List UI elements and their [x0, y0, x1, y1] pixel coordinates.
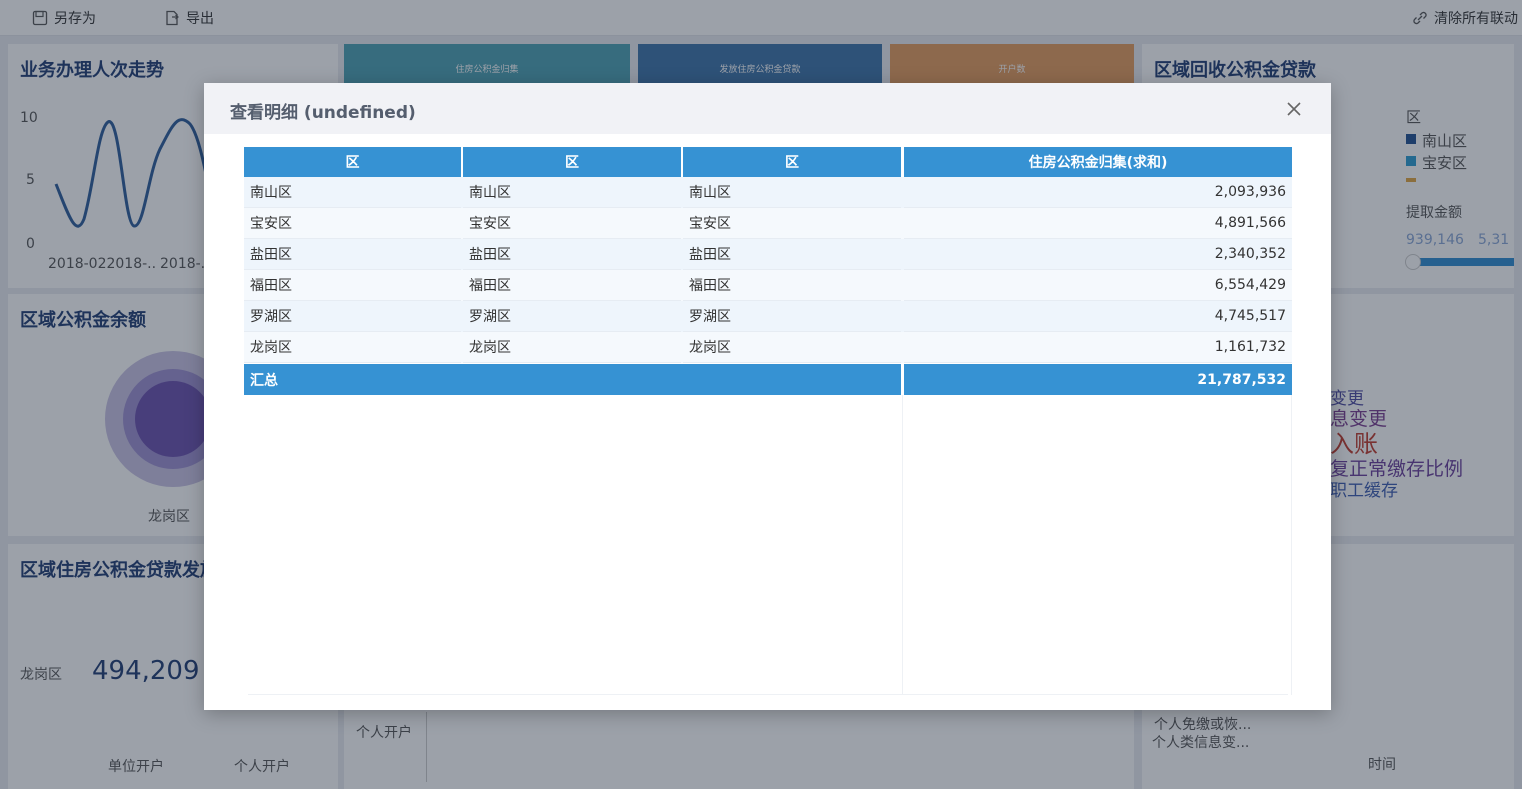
trend-ytick: 10 [20, 110, 38, 126]
summary-row: 汇总 21,787,532 [244, 364, 1292, 395]
save-as-label: 另存为 [54, 11, 96, 27]
trend-xlabel: 2018-.. [160, 256, 210, 272]
table-cell: 2,093,936 [904, 177, 1292, 208]
word: 复正常缴存比例 [1330, 458, 1464, 480]
recover-title: 区域回收公积金贷款 [1154, 60, 1316, 81]
word: 入账 [1330, 430, 1378, 458]
recover-range-max: 5,31 [1478, 232, 1510, 248]
legend-swatch [1406, 156, 1416, 166]
recover-range-label: 提取金额 [1406, 205, 1462, 221]
loan-col: 单位开户 [108, 759, 164, 775]
column-header[interactable]: 区 [683, 147, 901, 177]
trend-line [54, 118, 210, 228]
balance-caption: 龙岗区 [148, 509, 190, 525]
close-icon[interactable] [1284, 99, 1304, 119]
word: 职工缓存 [1330, 481, 1398, 501]
legend-label: 宝安区 [1422, 154, 1468, 172]
recover-range-min: 939,146 [1406, 232, 1464, 248]
table-row: 南山区 南山区 南山区 2,093,936 [244, 177, 1292, 208]
table-cell: 盐田区 [244, 239, 461, 270]
clear-links-label: 清除所有联动 [1434, 11, 1518, 27]
heat-ylabel: 个人免缴或恢... [1154, 717, 1252, 733]
axis-line [426, 712, 427, 782]
table-cell: 2,340,352 [904, 239, 1292, 270]
legend-label: 南山区 [1422, 132, 1468, 150]
table-row: 福田区 福田区 福田区 6,554,429 [244, 270, 1292, 301]
table-cell: 罗湖区 [683, 301, 901, 332]
table-row: 龙岗区 龙岗区 龙岗区 1,161,732 [244, 332, 1292, 363]
table-cell: 盐田区 [683, 239, 901, 270]
table-cell: 宝安区 [683, 208, 901, 239]
word: 变更 [1330, 389, 1364, 409]
table-cell: 南山区 [683, 177, 901, 208]
column-header[interactable]: 区 [244, 147, 461, 177]
table-cell: 南山区 [244, 177, 461, 208]
table-cell: 龙岗区 [463, 332, 681, 363]
trend-title: 业务办理人次走势 [20, 60, 164, 81]
table-cell: 4,745,517 [904, 301, 1292, 332]
toolbar: 另存为 导出 清除所有联动 [0, 0, 1522, 36]
range-slider-handle[interactable] [1405, 254, 1421, 270]
table-cell: 罗湖区 [244, 301, 461, 332]
modal-title: 查看明细 (undefined) [230, 103, 416, 123]
recover-legend-title: 区 [1406, 108, 1422, 126]
trend-xlabel: 2018-022018-.. [48, 256, 157, 272]
legend-swatch [1406, 178, 1416, 182]
open-row-label: 个人开户 [356, 725, 412, 741]
kpi-tile-housing-fund[interactable]: 住房公积金归集 [344, 44, 630, 84]
detail-modal: 查看明细 (undefined) 区 区 区 住房公积金归集(求和) 南山区 南… [204, 83, 1331, 710]
kpi-tile-label: 发放住房公积金贷款 [719, 65, 801, 75]
trend-ytick: 5 [26, 172, 35, 188]
column-header[interactable]: 区 [463, 147, 681, 177]
loan-row-label: 龙岗区 [20, 667, 62, 683]
save-icon [32, 10, 48, 26]
word: 息变更 [1330, 408, 1388, 430]
clear-links-button[interactable]: 清除所有联动 [1412, 8, 1518, 28]
table-cell: 1,161,732 [904, 332, 1292, 363]
column-header[interactable]: 住房公积金归集(求和) [904, 147, 1292, 177]
table-row: 罗湖区 罗湖区 罗湖区 4,745,517 [244, 301, 1292, 332]
kpi-tile-loan[interactable]: 发放住房公积金贷款 [638, 44, 882, 84]
table-cell: 福田区 [683, 270, 901, 301]
legend-swatch [1406, 134, 1416, 144]
export-button[interactable]: 导出 [164, 8, 214, 28]
trend-ytick: 0 [26, 236, 35, 252]
table-cell: 盐田区 [463, 239, 681, 270]
table-row: 盐田区 盐田区 盐田区 2,340,352 [244, 239, 1292, 270]
summary-value: 21,787,532 [904, 364, 1292, 395]
table-cell: 龙岗区 [683, 332, 901, 363]
range-slider-track[interactable] [1412, 258, 1514, 266]
heat-ylabel: 个人类信息变... [1152, 735, 1250, 751]
table-cell: 6,554,429 [904, 270, 1292, 301]
heat-xlabel: 时间 [1368, 757, 1396, 773]
table-cell: 龙岗区 [244, 332, 461, 363]
table-cell: 4,891,566 [904, 208, 1292, 239]
export-icon [166, 10, 179, 26]
table-header-row: 区 区 区 住房公积金归集(求和) [244, 147, 1292, 177]
modal-header: 查看明细 (undefined) [204, 83, 1331, 134]
kpi-tile-label: 住房公积金归集 [455, 65, 519, 75]
table-cell: 宝安区 [244, 208, 461, 239]
save-as-button[interactable]: 另存为 [32, 8, 96, 28]
detail-table: 区 区 区 住房公积金归集(求和) 南山区 南山区 南山区 2,093,936 … [244, 147, 1292, 695]
table-cell: 南山区 [463, 177, 681, 208]
loan-col: 个人开户 [234, 759, 290, 775]
table-cell: 宝安区 [463, 208, 681, 239]
column-divider [902, 395, 903, 695]
table-row: 宝安区 宝安区 宝安区 4,891,566 [244, 208, 1292, 239]
table-bottom-border [248, 694, 1288, 695]
export-label: 导出 [186, 11, 214, 27]
unlink-icon [1413, 11, 1427, 25]
column-divider [1291, 395, 1292, 695]
kpi-tile-accounts[interactable]: 开户数 [890, 44, 1134, 84]
table-cell: 福田区 [244, 270, 461, 301]
table-cell: 福田区 [463, 270, 681, 301]
table-cell: 罗湖区 [463, 301, 681, 332]
loan-title: 区域住房公积金贷款发放 [20, 560, 218, 581]
loan-value: 494,209 [92, 656, 200, 686]
summary-label: 汇总 [244, 364, 901, 395]
balance-title: 区域公积金余额 [20, 310, 146, 331]
kpi-tile-label: 开户数 [998, 65, 1026, 75]
